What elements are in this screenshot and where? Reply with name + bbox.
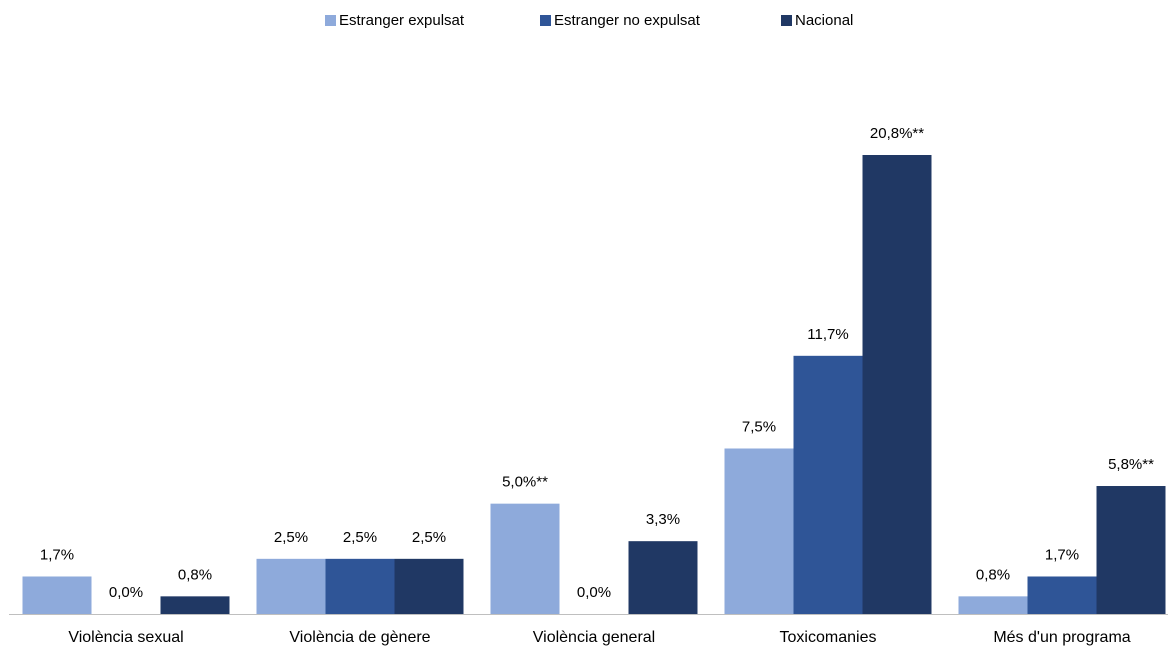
legend-swatch xyxy=(325,15,336,26)
value-label: 2,5% xyxy=(412,529,446,546)
bar xyxy=(628,541,698,614)
bar xyxy=(793,355,863,614)
x-tick-label: Violència general xyxy=(533,629,655,646)
bar xyxy=(490,503,560,614)
value-label: 0,8% xyxy=(976,566,1010,583)
value-label: 0,0% xyxy=(577,584,611,601)
bar xyxy=(724,448,794,614)
x-tick-label: Violència sexual xyxy=(68,629,183,646)
value-label: 5,0%** xyxy=(502,474,548,491)
x-tick-label: Més d'un programa xyxy=(993,629,1130,646)
value-label: 2,5% xyxy=(274,529,308,546)
value-label: 1,7% xyxy=(1045,546,1079,563)
bar xyxy=(160,596,230,614)
bar xyxy=(394,558,464,614)
value-label: 20,8%** xyxy=(870,125,924,142)
bar xyxy=(22,576,92,614)
value-label: 3,3% xyxy=(646,511,680,528)
value-label: 2,5% xyxy=(343,529,377,546)
value-label: 0,0% xyxy=(109,584,143,601)
value-label: 0,8% xyxy=(178,566,212,583)
legend-label: Nacional xyxy=(795,12,853,29)
bar xyxy=(862,155,932,614)
x-tick-label: Violència de gènere xyxy=(289,629,430,646)
legend-label: Estranger expulsat xyxy=(339,12,465,29)
bar xyxy=(1096,486,1166,614)
value-label: 5,8%** xyxy=(1108,456,1154,473)
value-label: 7,5% xyxy=(742,418,776,435)
bar xyxy=(256,558,326,614)
value-label: 11,7% xyxy=(807,326,848,343)
x-tick-label: Toxicomanies xyxy=(780,629,877,646)
legend-swatch xyxy=(540,15,551,26)
value-label: 1,7% xyxy=(40,546,74,563)
bar xyxy=(958,596,1028,614)
legend-swatch xyxy=(781,15,792,26)
legend-label: Estranger no expulsat xyxy=(554,12,701,29)
bar xyxy=(325,558,395,614)
bar xyxy=(1027,576,1097,614)
